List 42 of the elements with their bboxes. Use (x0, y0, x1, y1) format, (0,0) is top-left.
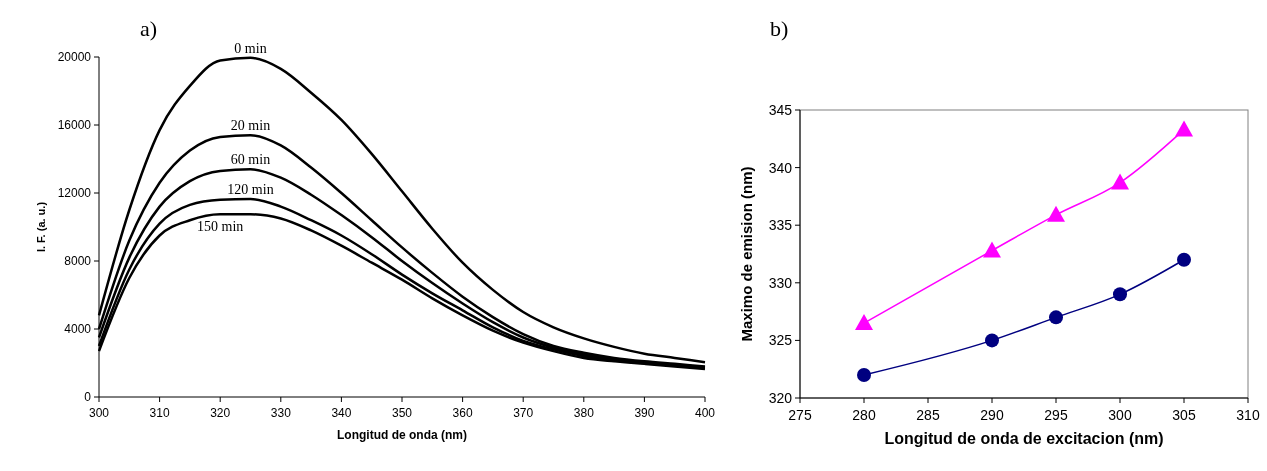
series-label: 20 min (230, 118, 271, 134)
y-tick-label: 335 (768, 217, 793, 234)
x-axis-title: Longitud de onda (nm) (337, 428, 467, 442)
x-tick-label: 285 (916, 407, 940, 423)
series-label: 150 min (197, 219, 244, 235)
x-tick-label: 340 (331, 406, 352, 420)
y-tick-label: 345 (768, 101, 793, 118)
series-label: 0 min (234, 40, 267, 56)
y-tick-label: 16000 (57, 118, 92, 133)
y-tick-label: 12000 (57, 186, 92, 201)
x-tick-label: 290 (980, 407, 1004, 423)
x-tick-label: 380 (573, 406, 595, 420)
x-tick-label: 295 (1044, 407, 1068, 423)
y-tick-label: 330 (768, 274, 793, 291)
y-tick-label: 325 (768, 332, 793, 349)
x-tick-label: 300 (88, 406, 110, 420)
chart-title: b) (770, 16, 789, 41)
y-tick-label: 20000 (57, 50, 92, 65)
x-tick-label: 275 (788, 407, 812, 423)
y-tick-label: 8000 (64, 254, 92, 269)
x-tick-label: 330 (270, 406, 292, 420)
x-tick-label: 310 (1236, 407, 1260, 423)
y-tick-label: 0 (84, 390, 92, 405)
y-tick-label: 4000 (64, 322, 92, 337)
chart-title: a) (140, 16, 158, 41)
series-label: 60 min (230, 152, 271, 168)
y-axis-title: I. F. (a. u.) (35, 201, 47, 253)
x-tick-label: 305 (1172, 407, 1196, 423)
x-tick-label: 400 (694, 406, 716, 420)
x-axis-title: Longitud de onda de excitacion (nm) (884, 430, 1164, 447)
x-tick-label: 360 (452, 406, 473, 420)
x-tick-label: 390 (634, 406, 655, 420)
x-tick-label: 370 (513, 406, 534, 420)
y-tick-label: 340 (768, 159, 793, 176)
x-tick-label: 320 (210, 406, 231, 420)
x-tick-label: 310 (149, 406, 170, 420)
x-tick-label: 300 (1108, 407, 1132, 423)
y-tick-label: 320 (768, 389, 793, 406)
x-tick-label: 280 (852, 407, 876, 423)
series-label: 120 min (227, 181, 274, 197)
y-axis-title: Maximo de emision (nm) (738, 166, 755, 342)
x-tick-label: 350 (391, 406, 413, 420)
